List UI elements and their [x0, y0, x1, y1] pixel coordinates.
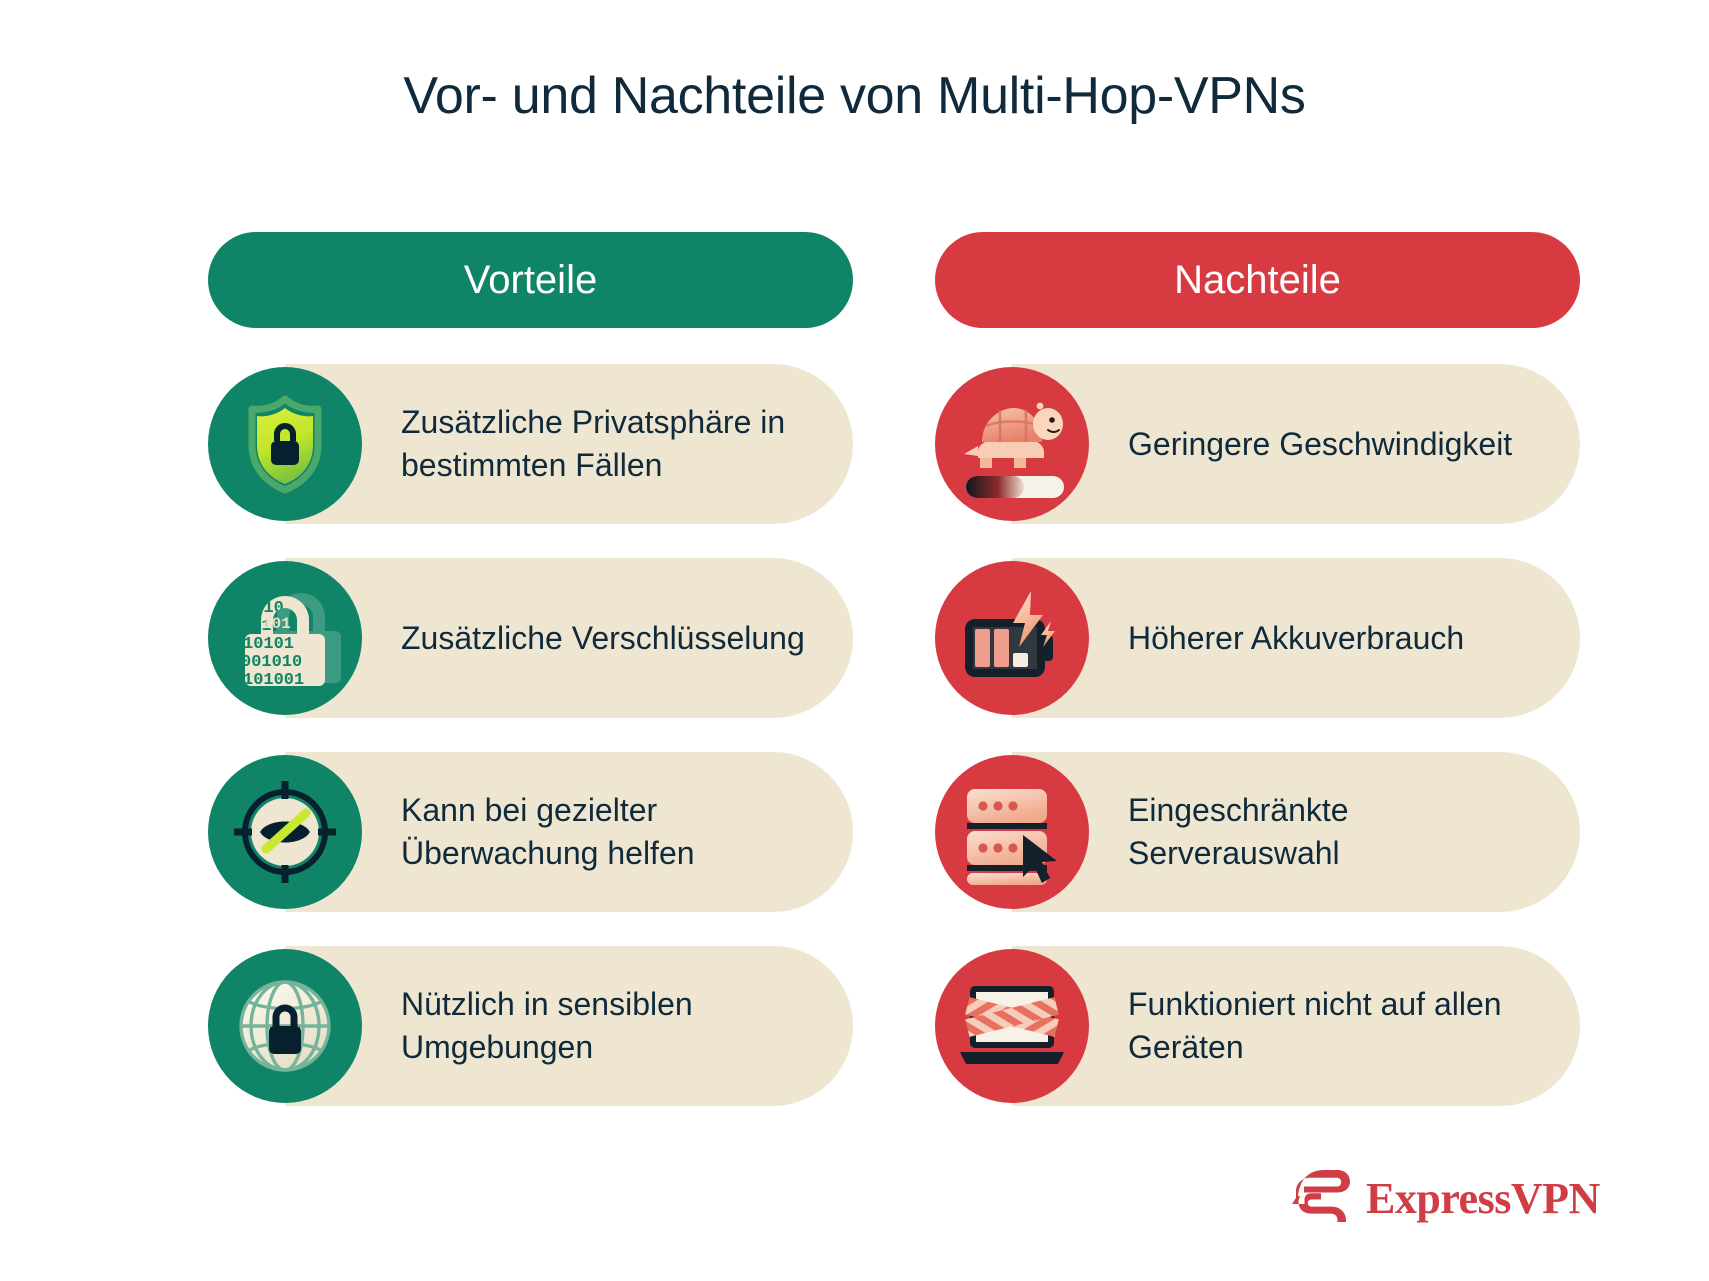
- svg-text:101: 101: [262, 615, 291, 633]
- list-item-label: Funktioniert nicht auf allen Geräten: [1128, 986, 1502, 1065]
- row-background: [285, 752, 853, 912]
- laptop-caution-tape-icon: [935, 949, 1089, 1103]
- list-item: Eingeschränkte Serverauswahl: [935, 752, 1580, 912]
- expressvpn-e-logo-icon: [1290, 1168, 1352, 1229]
- row-background: [1012, 558, 1580, 718]
- binary-padlock-icon: 1010 01101 10101 001010 101001 101: [208, 561, 362, 715]
- list-item: Zusätzliche Privatsphäre in bestimmten F…: [208, 364, 853, 524]
- row-background: [285, 558, 853, 718]
- brand-name: ExpressVPN: [1366, 1174, 1600, 1223]
- row-background: [1012, 752, 1580, 912]
- svg-text:101001: 101001: [243, 671, 304, 690]
- list-item: Geringere Geschwindigkeit: [935, 364, 1580, 524]
- pros-column: Vorteile: [208, 232, 853, 1140]
- list-item-label: Zusätzliche Privatsphäre in bestimmten F…: [401, 404, 786, 483]
- pros-header-label: Vorteile: [463, 257, 598, 302]
- list-item: Höherer Akkuverbrauch: [935, 558, 1580, 718]
- list-item: Nützlich in sensiblen Umgebungen: [208, 946, 853, 1106]
- row-background: [1012, 946, 1580, 1106]
- battery-bolt-icon: [935, 561, 1089, 715]
- row-background: [1012, 364, 1580, 524]
- cons-column: Nachteile: [935, 232, 1580, 1140]
- list-item-label: Eingeschränkte Serverauswahl: [1128, 792, 1349, 871]
- shield-lock-icon: [208, 367, 362, 521]
- cons-header: Nachteile: [935, 232, 1580, 328]
- list-item-label: Nützlich in sensiblen Umgebungen: [401, 986, 693, 1065]
- pros-header: Vorteile: [208, 232, 853, 328]
- row-background: [285, 364, 853, 524]
- row-background: [285, 946, 853, 1106]
- list-item-label: Kann bei gezielter Überwachung helfen: [401, 792, 695, 871]
- list-item-label: Zusätzliche Verschlüsselung: [401, 619, 805, 656]
- cons-header-label: Nachteile: [1174, 257, 1341, 302]
- turtle-loading-bar-icon: [935, 367, 1089, 521]
- svg-text:10101: 10101: [243, 635, 294, 654]
- list-item-label: Geringere Geschwindigkeit: [1128, 425, 1513, 462]
- list-item: Kann bei gezielter Überwachung helfen: [208, 752, 853, 912]
- crosshair-eye-icon: [208, 755, 362, 909]
- server-cursor-icon: [935, 755, 1089, 909]
- svg-text:001010: 001010: [241, 653, 302, 672]
- expressvpn-logo[interactable]: ExpressVPN: [1290, 1168, 1600, 1229]
- list-item: Funktioniert nicht auf allen Geräten: [935, 946, 1580, 1106]
- page-title: Vor- und Nachteile von Multi-Hop-VPNs: [403, 67, 1306, 125]
- cons-list: Geringere Geschwindigkeit: [935, 364, 1580, 1106]
- globe-lock-icon: [208, 949, 362, 1103]
- pros-list: Zusätzliche Privatsphäre in bestimmten F…: [208, 364, 853, 1106]
- list-item: 1010 01101 10101 001010 101001 101 Zusät…: [208, 558, 853, 718]
- list-item-label: Höherer Akkuverbrauch: [1128, 619, 1465, 656]
